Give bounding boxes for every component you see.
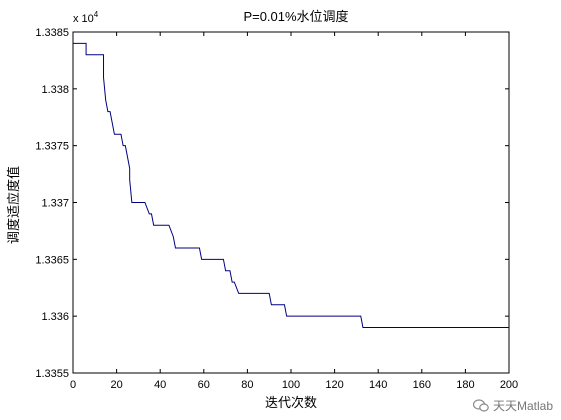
y-tick-label: 1.338 — [41, 84, 69, 96]
x-tick-label: 140 — [369, 379, 387, 391]
x-tick-label: 60 — [198, 379, 210, 391]
x-axis-label: 迭代次数 — [265, 395, 317, 410]
y-exponent-label: x 104 — [73, 10, 99, 25]
watermark: 天天Matlab — [472, 397, 553, 414]
y-tick-label: 1.3355 — [35, 368, 69, 380]
y-tick-label: 1.3385 — [35, 27, 69, 39]
x-tick-label: 40 — [154, 379, 166, 391]
chart-title: P=0.01%水位调度 — [243, 9, 348, 24]
y-tick-label: 1.337 — [41, 198, 69, 210]
x-tick-label: 200 — [500, 379, 518, 391]
x-tick-label: 120 — [325, 379, 343, 391]
x-tick-label: 20 — [110, 379, 122, 391]
x-tick-label: 0 — [70, 379, 76, 391]
x-tick-label: 80 — [241, 379, 253, 391]
x-tick-label: 100 — [282, 379, 300, 391]
y-axis-label: 调度适应度值 — [6, 166, 21, 244]
y-tick-label: 1.3365 — [35, 254, 69, 266]
y-tick-label: 1.336 — [41, 311, 69, 323]
watermark-text: 天天Matlab — [492, 399, 553, 413]
x-tick-label: 180 — [456, 379, 474, 391]
y-tick-label: 1.3375 — [35, 141, 69, 153]
axis-ticks: 0 20 40 60 80 100 120 140 160 180 200 1.3355 1.336 1.… — [35, 27, 518, 391]
x-tick-label: 160 — [413, 379, 431, 391]
series-line — [73, 42, 509, 329]
wechat-icon — [472, 398, 489, 412]
